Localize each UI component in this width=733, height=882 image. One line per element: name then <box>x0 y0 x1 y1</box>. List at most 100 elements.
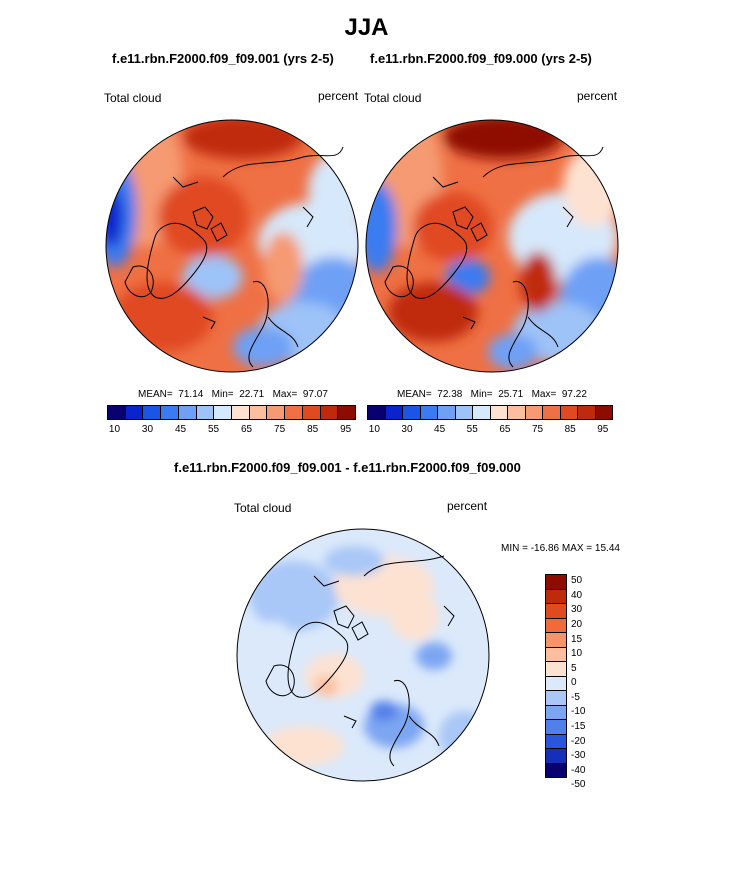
colorbar-swatch <box>560 406 578 419</box>
colorbar-swatch <box>420 406 438 419</box>
colorbar-swatch <box>385 406 403 419</box>
figure-title: JJA <box>344 14 389 41</box>
diff-field-label: Total cloud <box>234 501 292 515</box>
colorbar-swatch <box>546 734 566 749</box>
panel1-stats: MEAN= 71.14 Min= 22.71 Max= 97.07 <box>138 389 328 400</box>
colorbar-tick-label: -40 <box>571 764 586 776</box>
diff-units-label: percent <box>447 499 488 513</box>
colorbar-tick-label: 10 <box>108 424 121 435</box>
difference-colorbar <box>545 574 567 778</box>
panel1-field-label: Total cloud <box>104 91 162 105</box>
colorbar-swatch <box>546 763 566 777</box>
colorbar-tick-label: 75 <box>531 424 544 435</box>
panel1-subtitle: f.e11.rbn.F2000.f09_f09.001 (yrs 2-5) <box>112 51 334 66</box>
panel1-mean-label: MEAN= <box>138 389 173 400</box>
colorbar-swatch <box>546 705 566 720</box>
colorbar-swatch <box>546 589 566 604</box>
colorbar-tick-label: 55 <box>466 424 478 435</box>
colorbar-tick-label: 15 <box>571 633 583 645</box>
colorbar-tick-label: 55 <box>207 424 220 435</box>
colorbar-swatch <box>338 406 356 419</box>
colorbar-tick-label: -50 <box>571 779 586 791</box>
panel2-subtitle: f.e11.rbn.F2000.f09_f09.000 (yrs 2-5) <box>370 51 592 66</box>
diff-stats: MIN = -16.86 MAX = 15.44 <box>501 543 620 554</box>
colorbar-swatch <box>473 406 491 419</box>
colorbar-swatch <box>490 406 508 419</box>
colorbar-tick-label: 0 <box>571 677 577 689</box>
colorbar-swatch <box>546 604 566 619</box>
colorbar-tick-label: 85 <box>307 424 319 435</box>
colorbar-swatch <box>455 406 473 419</box>
panel1-mean-value: 71.14 <box>178 389 204 400</box>
colorbar-swatch <box>143 406 162 419</box>
colorbar-swatch <box>578 406 596 419</box>
colorbar-tick-label: 75 <box>274 424 286 435</box>
difference-title: f.e11.rbn.F2000.f09_f09.001 - f.e11.rbn.… <box>174 460 521 475</box>
colorbar-tick-label: 85 <box>564 424 576 435</box>
panel2-max-value: 97.22 <box>561 389 587 400</box>
panel1-units-label: percent <box>318 89 359 103</box>
colorbar-tick-label: -20 <box>571 735 586 747</box>
colorbar-swatch <box>368 406 386 419</box>
panel1-polar-map <box>105 119 359 373</box>
colorbar-swatch <box>285 406 303 419</box>
colorbar-swatch <box>508 406 526 419</box>
panel2-min-label: Min= <box>470 389 493 400</box>
colorbar-swatch <box>546 662 566 677</box>
panel2-mean-value: 72.38 <box>437 389 463 400</box>
panel1-min-value: 22.71 <box>239 389 265 400</box>
colorbar-tick-label: 45 <box>434 424 446 435</box>
colorbar-swatch <box>232 406 250 419</box>
colorbar-swatch <box>125 406 144 419</box>
colorbar-swatch <box>403 406 421 419</box>
panel1-max-value: 97.07 <box>302 389 328 400</box>
colorbar-swatch <box>302 406 321 419</box>
panel2-polar-map <box>365 119 619 373</box>
colorbar-swatch <box>161 406 179 419</box>
panel2-stats: MEAN= 72.38 Min= 25.71 Max= 97.22 <box>397 389 587 400</box>
panel1-colorbar <box>107 405 356 420</box>
colorbar-tick-label: 10 <box>571 648 583 660</box>
colorbar-swatch <box>546 575 566 590</box>
colorbar-swatch <box>546 633 566 648</box>
colorbar-swatch <box>546 749 566 764</box>
colorbar-swatch <box>267 406 286 419</box>
colorbar-swatch <box>438 406 456 419</box>
colorbar-swatch <box>214 406 233 419</box>
colorbar-tick-label: 50 <box>571 575 583 587</box>
panel2-min-value: 25.71 <box>498 389 524 400</box>
colorbar-tick-label: 5 <box>571 662 577 674</box>
colorbar-tick-label: -30 <box>571 750 586 762</box>
colorbar-tick-label: 30 <box>401 424 413 435</box>
colorbar-swatch <box>178 406 197 419</box>
colorbar-swatch <box>543 406 561 419</box>
colorbar-tick-label: 10 <box>368 424 380 435</box>
colorbar-tick-label: 30 <box>571 604 583 616</box>
colorbar-tick-label: -15 <box>571 721 586 732</box>
panel2-colorbar <box>367 405 613 420</box>
colorbar-tick-label: 95 <box>597 424 609 435</box>
colorbar-swatch <box>320 406 339 419</box>
colorbar-swatch <box>196 406 215 419</box>
colorbar-swatch <box>546 647 566 662</box>
colorbar-swatch <box>108 406 126 419</box>
panel2-max-label: Max= <box>531 389 557 400</box>
colorbar-swatch <box>249 406 268 419</box>
colorbar-swatch <box>595 406 612 419</box>
colorbar-swatch <box>546 691 566 706</box>
colorbar-tick-label: 30 <box>141 424 154 435</box>
difference-polar-map <box>236 528 490 782</box>
colorbar-tick-label: 20 <box>571 619 583 630</box>
colorbar-tick-label: 45 <box>174 424 187 435</box>
colorbar-swatch <box>525 406 543 419</box>
colorbar-tick-label: 95 <box>340 424 352 435</box>
colorbar-tick-label: 40 <box>571 589 583 601</box>
panel2-mean-label: MEAN= <box>397 389 432 400</box>
colorbar-swatch <box>546 720 566 735</box>
colorbar-swatch <box>546 618 566 633</box>
panel2-units-label: percent <box>577 89 618 103</box>
panel2-field-label: Total cloud <box>364 91 422 105</box>
colorbar-tick-label: -10 <box>571 706 586 718</box>
colorbar-tick-label: 65 <box>241 424 253 435</box>
colorbar-swatch <box>546 676 566 691</box>
